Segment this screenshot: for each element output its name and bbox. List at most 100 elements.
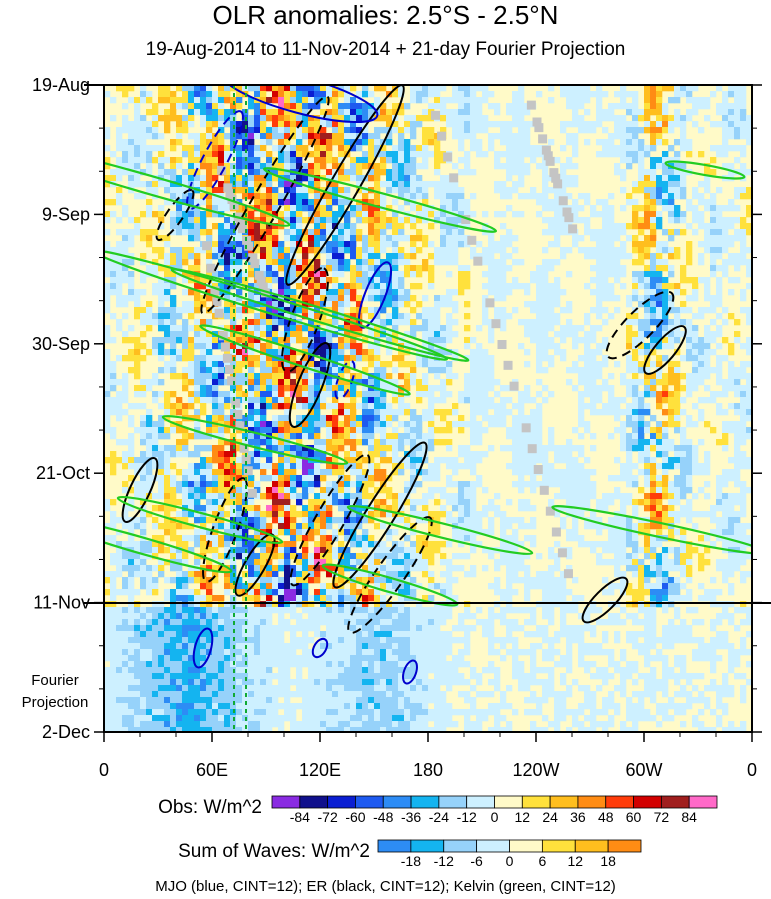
field-cell [116, 397, 123, 404]
field-cell [266, 229, 273, 236]
field-cell [746, 223, 752, 230]
field-cell [740, 457, 747, 464]
field-cell [626, 163, 633, 170]
field-cell [278, 133, 285, 140]
field-cell [662, 85, 669, 92]
field-cell [434, 307, 441, 314]
field-cell [662, 427, 669, 434]
field-cell [368, 169, 375, 176]
field-cell [368, 379, 375, 386]
field-cell [116, 277, 123, 284]
field-cell [554, 469, 561, 476]
field-cell [344, 355, 351, 362]
field-cell [266, 151, 273, 158]
field-cell [512, 433, 519, 440]
field-cell [314, 121, 321, 128]
field-cell [146, 97, 153, 104]
field-cell [380, 403, 387, 410]
field-cell [404, 319, 411, 326]
field-cell [356, 235, 363, 242]
field-cell [380, 271, 387, 278]
field-cell [626, 325, 633, 332]
field-cell [614, 487, 621, 494]
field-cell [446, 421, 453, 428]
field-cell [266, 259, 273, 266]
field-cell [728, 235, 735, 242]
field-cell [608, 403, 615, 410]
field-cell [308, 175, 315, 182]
field-cell [530, 457, 537, 464]
field-cell [524, 301, 531, 308]
field-cell [608, 115, 615, 122]
field-cell [710, 235, 717, 242]
field-cell [536, 349, 543, 356]
field-cell [566, 103, 573, 110]
field-cell [476, 391, 483, 398]
field-cell [158, 235, 165, 242]
field-cell [146, 205, 153, 212]
field-cell [512, 463, 519, 470]
field-cell [230, 103, 237, 110]
field-cell [122, 163, 129, 170]
field-cell [152, 121, 159, 128]
field-cell [320, 391, 327, 398]
field-cell [722, 391, 729, 398]
field-cell [230, 295, 237, 302]
field-cell [602, 343, 609, 350]
field-cell [158, 145, 165, 152]
field-cell [644, 115, 651, 122]
field-cell [428, 181, 435, 188]
field-cell [482, 295, 489, 302]
field-cell [260, 205, 267, 212]
field-cell [518, 103, 525, 110]
field-cell [356, 181, 363, 188]
field-cell [740, 247, 747, 254]
field-cell [350, 313, 357, 320]
field-cell [572, 139, 579, 146]
field-cell [254, 361, 261, 368]
field-cell [242, 463, 249, 470]
field-cell [548, 205, 555, 212]
field-cell [632, 367, 639, 374]
field-cell [374, 211, 381, 218]
field-cell [338, 247, 345, 254]
field-cell [338, 157, 345, 164]
field-cell [170, 331, 177, 338]
field-cell [170, 337, 177, 344]
field-cell [662, 115, 669, 122]
field-cell [668, 283, 675, 290]
field-cell [104, 403, 111, 410]
field-cell [266, 319, 273, 326]
field-cell [608, 271, 615, 278]
field-cell [632, 391, 639, 398]
field-cell [134, 157, 141, 164]
field-cell [164, 313, 171, 320]
field-cell [290, 403, 297, 410]
field-cell [680, 475, 687, 482]
field-cell [710, 295, 717, 302]
field-cell [344, 217, 351, 224]
field-cell [374, 379, 381, 386]
field-cell [572, 175, 579, 182]
field-cell [176, 469, 183, 476]
field-cell [464, 487, 471, 494]
field-cell [734, 457, 741, 464]
field-cell [518, 121, 525, 128]
field-cell [500, 325, 507, 332]
field-cell [236, 169, 243, 176]
field-cell [398, 235, 405, 242]
field-cell [428, 151, 435, 158]
field-cell [650, 97, 657, 104]
field-cell [326, 199, 333, 206]
field-cell [302, 253, 309, 260]
field-cell [308, 163, 315, 170]
field-cell [200, 103, 207, 110]
field-cell [290, 91, 297, 98]
field-cell [104, 361, 111, 368]
field-cell [428, 265, 435, 272]
field-cell [374, 427, 381, 434]
field-cell [404, 169, 411, 176]
field-cell [290, 427, 297, 434]
field-cell [260, 199, 267, 206]
field-cell [248, 301, 255, 308]
